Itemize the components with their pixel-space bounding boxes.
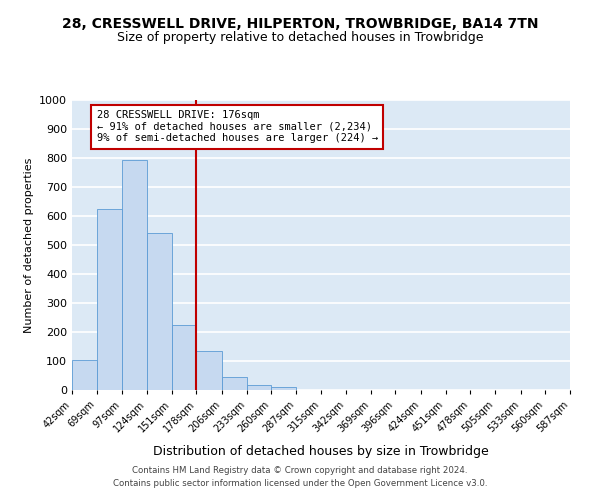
Text: Size of property relative to detached houses in Trowbridge: Size of property relative to detached ho… [117, 31, 483, 44]
X-axis label: Distribution of detached houses by size in Trowbridge: Distribution of detached houses by size … [153, 445, 489, 458]
Bar [97, 209, 122, 390]
Text: 28 CRESSWELL DRIVE: 176sqm
← 91% of detached houses are smaller (2,234)
9% of se: 28 CRESSWELL DRIVE: 176sqm ← 91% of deta… [97, 110, 378, 144]
Bar [271, 387, 296, 390]
Bar [222, 377, 247, 390]
Y-axis label: Number of detached properties: Number of detached properties [23, 158, 34, 332]
Bar [122, 160, 147, 390]
Bar [172, 325, 196, 390]
Bar [147, 233, 172, 390]
Bar [196, 351, 222, 390]
Bar [247, 385, 271, 390]
Text: Contains HM Land Registry data © Crown copyright and database right 2024.
Contai: Contains HM Land Registry data © Crown c… [113, 466, 487, 487]
Text: 28, CRESSWELL DRIVE, HILPERTON, TROWBRIDGE, BA14 7TN: 28, CRESSWELL DRIVE, HILPERTON, TROWBRID… [62, 18, 538, 32]
Bar [72, 360, 97, 390]
